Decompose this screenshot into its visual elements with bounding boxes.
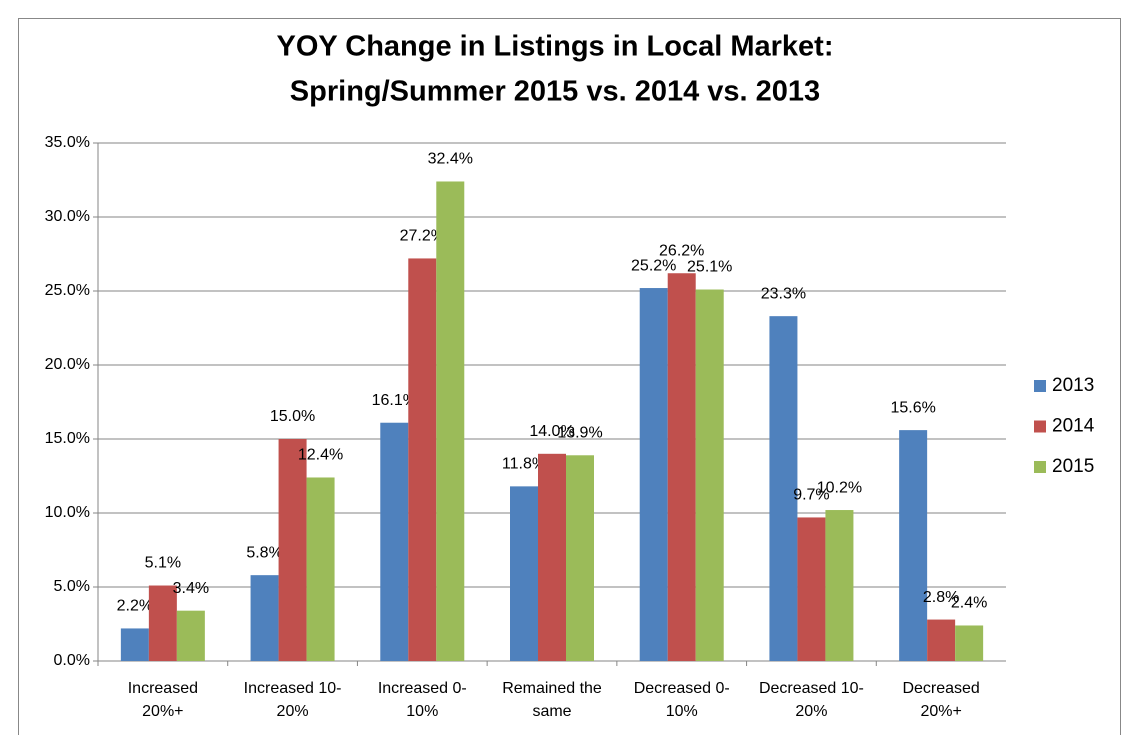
- x-tick-label: Increased: [128, 680, 198, 697]
- data-label: 5.8%: [246, 544, 282, 561]
- data-label: 15.6%: [890, 399, 935, 416]
- data-label: 25.1%: [687, 259, 732, 276]
- bar: [176, 610, 205, 661]
- legend-label: 2014: [1052, 416, 1095, 437]
- legend-swatch: [1034, 420, 1046, 433]
- data-label: 27.2%: [400, 228, 445, 245]
- x-tick-label: Decreased 10-: [759, 680, 864, 697]
- bar: [148, 585, 177, 661]
- y-tick-label: 30.0%: [45, 208, 90, 225]
- bar: [955, 625, 984, 661]
- bar: [797, 517, 826, 661]
- x-tick-label: Increased 0-: [378, 680, 467, 697]
- bar: [566, 455, 594, 661]
- y-tick-label: 25.0%: [45, 282, 90, 299]
- data-label: 32.4%: [428, 151, 473, 168]
- bar: [510, 486, 538, 661]
- legend-swatch: [1034, 380, 1046, 392]
- bar: [769, 316, 798, 661]
- x-tick-label: Decreased: [902, 680, 979, 697]
- data-label: 5.1%: [145, 555, 181, 572]
- y-tick-label: 15.0%: [45, 430, 90, 447]
- bar: [250, 575, 279, 661]
- x-tick-label: 20%: [795, 703, 827, 720]
- bar: [667, 273, 696, 661]
- data-label: 3.4%: [173, 580, 209, 597]
- data-label: 13.9%: [557, 424, 602, 441]
- bar: [408, 258, 437, 661]
- bar: [538, 453, 566, 661]
- data-label: 2.8%: [923, 589, 959, 606]
- bar: [380, 422, 409, 661]
- x-tick-label: 20%+: [920, 703, 961, 720]
- data-label: 26.2%: [659, 242, 704, 259]
- y-tick-label: 10.0%: [45, 504, 90, 521]
- x-tick-label: same: [532, 703, 571, 720]
- y-tick-label: 20.0%: [45, 356, 90, 373]
- x-tick-label: 10%: [406, 703, 438, 720]
- x-tick-label: Decreased 0-: [634, 680, 730, 697]
- bar: [899, 430, 928, 661]
- bar: [639, 288, 668, 661]
- data-label: 2.2%: [117, 598, 153, 615]
- bar: [927, 619, 956, 661]
- y-tick-label: 35.0%: [45, 134, 90, 151]
- bar: [278, 439, 307, 661]
- x-tick-label: 10%: [666, 703, 698, 720]
- data-label: 25.2%: [631, 257, 676, 274]
- x-tick-label: 20%: [277, 703, 309, 720]
- data-label: 15.0%: [270, 408, 315, 425]
- legend-label: 2013: [1052, 375, 1094, 396]
- legend-label: 2015: [1052, 456, 1094, 477]
- data-label: 16.1%: [372, 392, 417, 409]
- x-tick-label: Increased 10-: [244, 680, 342, 697]
- bar: [120, 628, 149, 661]
- data-label: 14.0%: [529, 423, 574, 440]
- chart-title: YOY Change in Listings in Local Market:: [276, 31, 833, 63]
- x-tick-label: Remained the: [502, 680, 602, 697]
- chart-title: Spring/Summer 2015 vs. 2014 vs. 2013: [290, 76, 820, 108]
- data-label: 9.7%: [793, 487, 829, 504]
- data-label: 11.8%: [502, 456, 546, 473]
- bar: [695, 289, 724, 661]
- bar: [825, 510, 854, 661]
- data-label: 23.3%: [761, 285, 806, 302]
- data-label: 2.4%: [951, 595, 987, 612]
- bar: [306, 477, 335, 661]
- data-label: 12.4%: [298, 447, 343, 464]
- y-tick-label: 5.0%: [54, 578, 90, 595]
- data-label: 10.2%: [817, 479, 862, 496]
- x-tick-label: 20%+: [142, 703, 183, 720]
- y-tick-label: 0.0%: [54, 652, 90, 669]
- bar: [436, 181, 465, 662]
- legend-swatch: [1034, 461, 1046, 473]
